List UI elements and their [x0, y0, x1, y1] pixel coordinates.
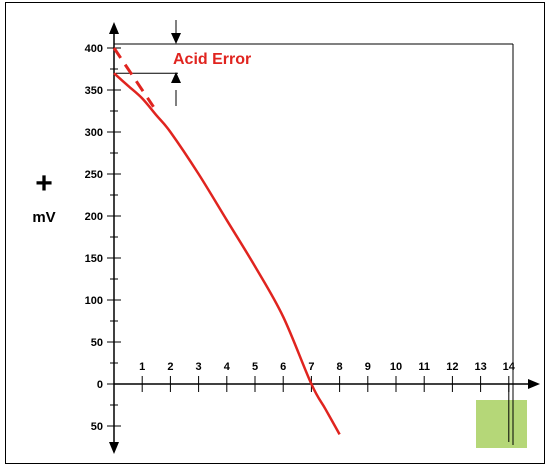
- ideal-response-dashed-line: [112, 47, 155, 108]
- series-line: [113, 72, 341, 436]
- x-tick-14-label: 14: [503, 361, 516, 373]
- outer-frame: [5, 2, 545, 464]
- y-tick-50-label: 50: [91, 337, 103, 349]
- y-tick-neg-50-label: 50: [91, 421, 103, 433]
- x-ticks: 1 2 3 4 5 6 7 8 9 10 11 12 13 14: [139, 361, 516, 442]
- x-tick-4-label: 4: [224, 361, 231, 373]
- ylabel-symbol: +: [35, 167, 53, 200]
- y-tick-300-label: 300: [85, 127, 103, 139]
- x-tick-7-label: 7: [308, 361, 314, 373]
- y-tick-150-label: 150: [85, 253, 103, 265]
- x-tick-8-label: 8: [337, 361, 343, 373]
- x-tick-11-label: 11: [418, 361, 430, 373]
- acid-error-down-arrow-head: [171, 33, 181, 44]
- y-tick-400-label: 400: [85, 43, 103, 55]
- y-ticks: 50 100 150 200 250 300 350 400 0 50: [85, 43, 121, 433]
- highlight-box: [476, 400, 527, 448]
- x-tick-13-label: 13: [474, 361, 486, 373]
- y-tick-200-label: 200: [85, 211, 103, 223]
- x-tick-6-label: 6: [280, 361, 286, 373]
- ylabel: mV: [32, 209, 55, 226]
- y-tick-100-label: 100: [85, 295, 103, 307]
- acid-error-label: Acid Error: [173, 51, 251, 68]
- y-tick-350-label: 350: [85, 85, 103, 97]
- x-tick-5-label: 5: [252, 361, 258, 373]
- acid-error-up-arrow-head: [171, 72, 181, 83]
- y-axis-down-arrow: [109, 442, 119, 454]
- y-tick-0-label: 0: [97, 379, 103, 391]
- x-tick-2-label: 2: [167, 361, 173, 373]
- y-axis-up-arrow: [109, 22, 119, 34]
- x-tick-3-label: 3: [196, 361, 202, 373]
- x-tick-1-label: 1: [139, 361, 145, 373]
- x-tick-9-label: 9: [365, 361, 371, 373]
- x-tick-12-label: 12: [446, 361, 458, 373]
- y-tick-250-label: 250: [85, 169, 103, 181]
- x-axis-right-arrow: [528, 379, 540, 389]
- x-tick-10-label: 10: [390, 361, 402, 373]
